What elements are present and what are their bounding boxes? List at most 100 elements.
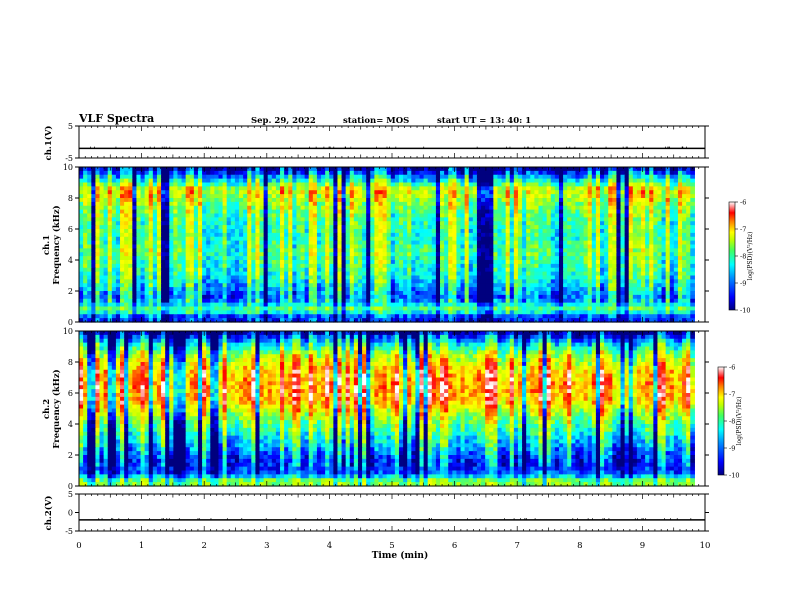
spectrogram-cell xyxy=(308,236,314,242)
spectrogram-cell xyxy=(517,283,523,288)
spectrogram-cell xyxy=(558,252,564,257)
spectrogram-cell xyxy=(579,198,585,203)
spectrogram-cell xyxy=(669,170,675,176)
spectrogram-cell xyxy=(595,225,601,230)
spectrogram-cell xyxy=(649,275,654,280)
spectrogram-cell xyxy=(337,182,343,187)
spectrogram-cell xyxy=(366,190,371,195)
spectrogram-cell xyxy=(173,186,179,191)
spectrogram-cell xyxy=(238,240,244,246)
spectrogram-cell xyxy=(632,283,638,288)
spectrogram-cell xyxy=(517,248,523,253)
spectrogram-cell xyxy=(292,256,298,261)
spectrogram-cell xyxy=(161,271,166,277)
spectrogram-cell xyxy=(251,263,256,269)
spectrogram-cell xyxy=(517,186,523,191)
spectrogram-cell xyxy=(296,256,302,261)
spectrogram-cell xyxy=(505,225,511,230)
spectrogram-cell xyxy=(267,190,273,195)
spectrogram-cell xyxy=(554,252,560,257)
spectrogram-cell xyxy=(161,209,166,215)
spectrogram-cell xyxy=(349,186,355,191)
spectrogram-cell xyxy=(337,287,343,292)
spectrogram-cell xyxy=(390,256,396,261)
spectrogram-cell xyxy=(587,186,593,191)
spectrogram-cell xyxy=(567,244,572,249)
spectrogram-cell xyxy=(181,217,187,222)
spectrogram-cell xyxy=(636,213,642,218)
spectrogram-cell xyxy=(398,236,404,242)
spectrogram-cell xyxy=(669,236,675,242)
spectrogram-cell xyxy=(165,201,170,207)
spectrogram-cell xyxy=(624,267,630,273)
spectrogram-cell xyxy=(284,170,289,176)
spectrogram-cell xyxy=(79,213,84,218)
spectrogram-cell xyxy=(452,201,458,207)
spectrogram-cell xyxy=(567,167,572,172)
spectrogram-cell xyxy=(304,291,310,296)
spectrogram-cell xyxy=(579,213,585,218)
spectrogram-cell xyxy=(460,190,466,195)
spectrogram-cell xyxy=(296,182,302,187)
spectrogram-cell xyxy=(513,201,519,207)
spectrogram-cell xyxy=(271,225,277,230)
spectrogram-cell xyxy=(292,263,298,269)
spectrogram-cell xyxy=(288,283,293,288)
spectrogram-cell xyxy=(476,201,482,207)
spectrogram-cell xyxy=(440,225,445,230)
spectrogram-cell xyxy=(431,178,437,184)
spectrogram-cell xyxy=(575,182,581,187)
spectrogram-cell xyxy=(181,182,187,187)
spectrogram-cell xyxy=(468,194,474,199)
spectrogram-cell xyxy=(616,240,622,246)
spectrogram-cell xyxy=(657,263,663,269)
spectrogram-cell xyxy=(103,209,109,215)
spectrogram-cell xyxy=(132,205,138,211)
spectrogram-cell xyxy=(370,225,375,230)
spectrogram-cell xyxy=(120,167,125,172)
spectrogram-cell xyxy=(583,174,589,180)
spectrogram-cell xyxy=(575,221,581,226)
spectrogram-cell xyxy=(357,225,363,230)
spectrogram-cell xyxy=(362,232,367,238)
spectrogram-cell xyxy=(600,267,605,273)
spectrogram-cell xyxy=(296,167,302,172)
spectrogram-cell xyxy=(99,271,105,277)
spectrogram-cell xyxy=(661,190,667,195)
spectrogram-cell xyxy=(431,190,437,195)
spectrogram-cell xyxy=(403,275,408,280)
spectrogram-cell xyxy=(156,198,162,203)
spectrogram-cell xyxy=(304,194,310,199)
spectrogram-cell xyxy=(357,244,363,249)
spectrogram-cell xyxy=(197,182,203,187)
spectrogram-cell xyxy=(427,190,433,195)
spectrogram-cell xyxy=(378,260,384,265)
spectrogram-cell xyxy=(197,240,203,246)
spectrogram-cell xyxy=(353,240,359,246)
spectrogram-cell xyxy=(197,271,203,277)
spectrogram-cell xyxy=(95,190,101,195)
spectrogram-cell xyxy=(505,279,511,284)
spectrogram-cell xyxy=(267,263,273,269)
spectrogram-cell xyxy=(333,198,339,203)
spectrogram-cell xyxy=(485,240,490,246)
spectrogram-cell xyxy=(563,291,568,296)
spectrogram-cell xyxy=(563,182,568,187)
spectrogram-cell xyxy=(636,186,642,191)
spectrogram-cell xyxy=(616,275,622,280)
spectrogram-cell xyxy=(156,186,162,191)
spectrogram-cell xyxy=(546,190,552,195)
spectrogram-cell xyxy=(267,287,273,292)
spectrogram-cell xyxy=(177,186,183,191)
spectrogram-cell xyxy=(423,186,429,191)
spectrogram-cell xyxy=(485,263,490,269)
spectrogram-cell xyxy=(517,232,523,238)
spectrogram-cell xyxy=(79,198,84,203)
spectrogram-cell xyxy=(120,174,125,180)
spectrogram-cell xyxy=(87,174,92,180)
spectrogram-cell xyxy=(542,205,548,211)
spectrogram-cell xyxy=(321,174,326,180)
spectrogram-cell xyxy=(181,279,187,284)
spectrogram-cell xyxy=(185,205,191,211)
spectrogram-cell xyxy=(357,174,363,180)
